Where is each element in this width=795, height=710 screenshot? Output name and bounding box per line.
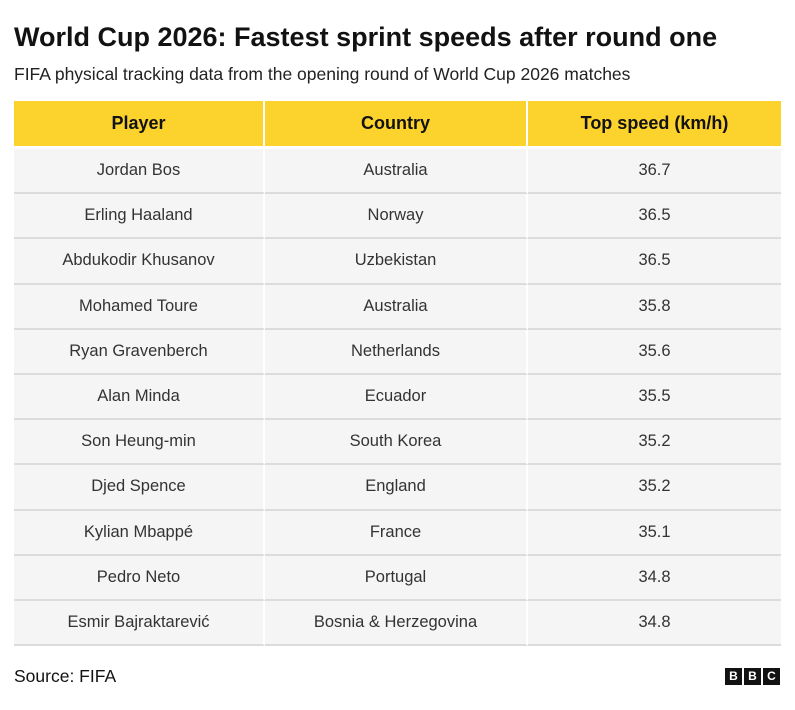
cell-top-speed: 35.1 (528, 510, 781, 556)
cell-top-speed: 36.5 (528, 239, 781, 285)
cell-top-speed: 36.7 (528, 149, 781, 195)
table-row: Kylian Mbappé France 35.1 (14, 510, 781, 556)
bbc-logo-letter: B (744, 668, 761, 685)
cell-country: Bosnia & Herzegovina (265, 600, 528, 647)
cell-top-speed: 35.2 (528, 420, 781, 466)
cell-player: Pedro Neto (14, 555, 265, 601)
column-header-top-speed: Top speed (km/h) (528, 101, 781, 149)
cell-country: South Korea (265, 420, 528, 466)
bbc-logo: B B C (725, 668, 780, 685)
cell-country: Ecuador (265, 374, 528, 421)
bbc-logo-letter: C (763, 668, 780, 685)
table-row: Ryan Gravenberch Netherlands 35.6 (14, 329, 781, 375)
cell-country: England (265, 465, 528, 511)
speeds-table: Player Country Top speed (km/h) Jordan B… (14, 101, 781, 647)
cell-player: Kylian Mbappé (14, 510, 265, 556)
table-row: Mohamed Toure Australia 35.8 (14, 284, 781, 330)
table-row: Erling Haaland Norway 36.5 (14, 194, 781, 240)
table-row: Pedro Neto Portugal 34.8 (14, 555, 781, 601)
cell-top-speed: 34.8 (528, 600, 781, 647)
cell-country: Australia (265, 149, 528, 195)
cell-player: Erling Haaland (14, 194, 265, 240)
cell-country: Portugal (265, 555, 528, 601)
table-body: Jordan Bos Australia 36.7 Erling Haaland Nor… (14, 149, 781, 647)
bbc-logo-letter: B (725, 668, 742, 685)
table-row: Esmir Bajraktarević Bosnia & Herzegovina 3… (14, 600, 781, 647)
source-note: Source: FIFA (14, 666, 117, 686)
column-header-country: Country (265, 101, 528, 149)
chart-subtitle: FIFA physical tracking data from the ope… (14, 64, 631, 84)
cell-country: Uzbekistan (265, 239, 528, 285)
table-header-row: Player Country Top speed (km/h) (14, 101, 781, 149)
cell-player: Djed Spence (14, 465, 265, 511)
cell-player: Ryan Gravenberch (14, 329, 265, 375)
table-row: Abdukodir Khusanov Uzbekistan 36.5 (14, 239, 781, 285)
cell-player: Jordan Bos (14, 149, 265, 195)
cell-country: Netherlands (265, 329, 528, 375)
table-row: Djed Spence England 35.2 (14, 465, 781, 511)
cell-player: Abdukodir Khusanov (14, 239, 265, 285)
cell-top-speed: 35.8 (528, 284, 781, 330)
cell-player: Esmir Bajraktarević (14, 600, 265, 647)
cell-country: Australia (265, 284, 528, 330)
cell-player: Alan Minda (14, 374, 265, 421)
cell-country: France (265, 510, 528, 556)
column-header-player: Player (14, 101, 265, 149)
cell-top-speed: 35.5 (528, 374, 781, 421)
cell-player: Son Heung-min (14, 420, 265, 466)
cell-top-speed: 36.5 (528, 194, 781, 240)
table-row: Jordan Bos Australia 36.7 (14, 149, 781, 195)
cell-top-speed: 35.2 (528, 465, 781, 511)
cell-top-speed: 35.6 (528, 329, 781, 375)
chart-title: World Cup 2026: Fastest sprint speeds af… (14, 22, 718, 52)
cell-top-speed: 34.8 (528, 555, 781, 601)
table-row: Son Heung-min South Korea 35.2 (14, 420, 781, 466)
cell-player: Mohamed Toure (14, 284, 265, 330)
table-row: Alan Minda Ecuador 35.5 (14, 374, 781, 421)
cell-country: Norway (265, 194, 528, 240)
